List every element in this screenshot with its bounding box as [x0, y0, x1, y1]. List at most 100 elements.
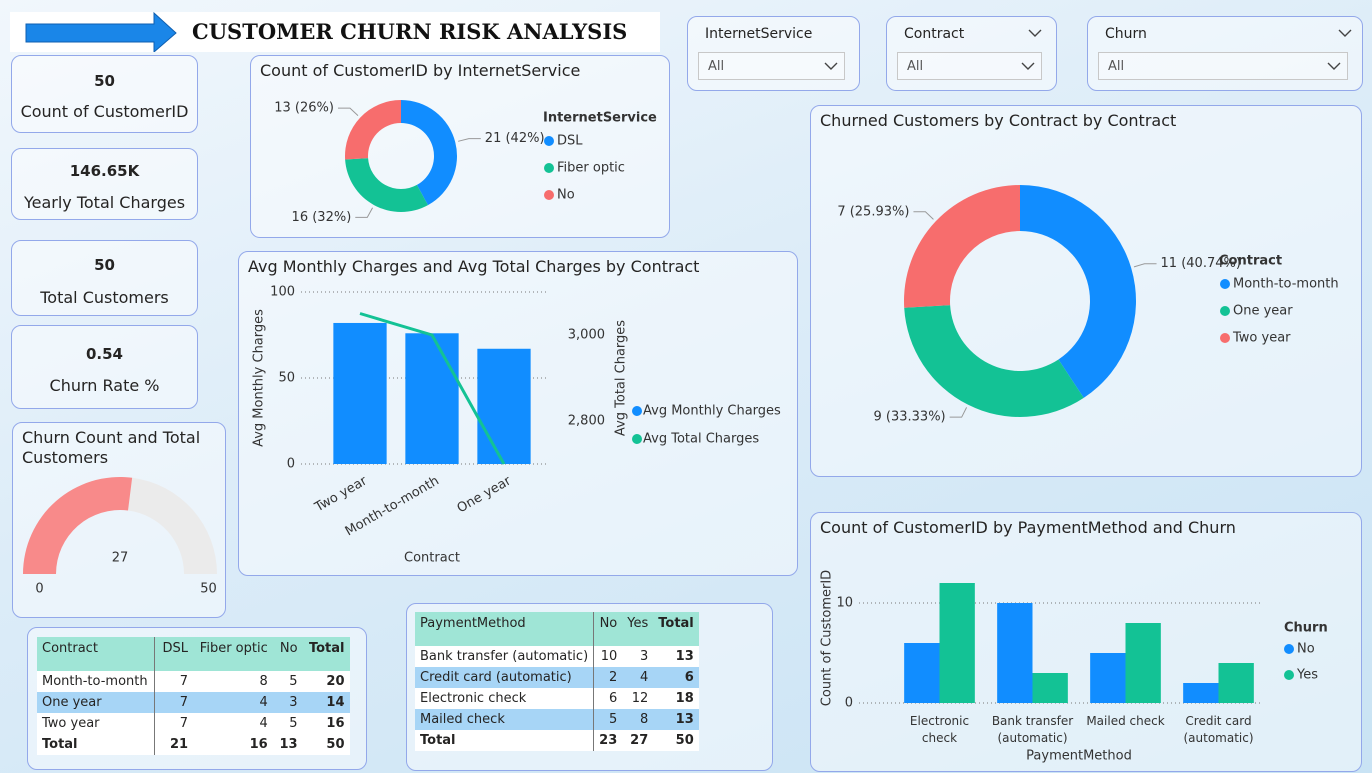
kpi-value: 50 — [94, 72, 115, 90]
line — [359, 312, 506, 465]
column-header: PaymentMethod — [415, 612, 595, 646]
table-cell: 7 — [179, 716, 189, 731]
table-cell: 5 — [289, 716, 298, 731]
legend-label: Avg Monthly Charges — [643, 404, 781, 419]
chart-title: Churned Customers by Contract by Contrac… — [820, 111, 1177, 130]
pie-slice — [1020, 185, 1136, 398]
legend-marker — [1220, 279, 1230, 289]
table-cell: 18 — [675, 691, 694, 706]
y-tick-label: 100 — [270, 285, 295, 300]
leader-line — [949, 407, 968, 418]
table-cell: 4 — [193, 692, 273, 713]
chart: 27 0 50 — [23, 477, 217, 597]
table-cell: 7 — [179, 674, 189, 689]
legend-marker — [544, 190, 554, 200]
pie-slice — [904, 185, 1020, 308]
bar — [405, 333, 459, 464]
data-label: 11 (40.74%) — [1161, 256, 1241, 271]
legend-title: Churn — [1284, 621, 1328, 636]
table-row: Bank transfer (automatic) 10 3 13 — [415, 646, 699, 667]
legend-label: Yes — [1296, 668, 1318, 683]
total-row: Total 21 16 13 50 — [37, 734, 350, 755]
table-cell: Electronic check — [415, 688, 595, 709]
leader-line — [458, 138, 481, 142]
column-header: Fiber optic — [193, 637, 273, 671]
x-axis-title: PaymentMethod — [1026, 749, 1132, 764]
table-row: Mailed check 5 8 13 — [415, 709, 699, 730]
x-tick-label: Bank transfer (automatic) — [991, 714, 1074, 745]
gauge-min: 0 — [35, 582, 43, 597]
table-cell: 23 — [599, 733, 618, 748]
kpi-card: 146.65K Yearly Total Charges — [11, 148, 198, 220]
pie-slice — [345, 158, 428, 213]
table-cell: Bank transfer (automatic) — [415, 646, 595, 667]
x-tick-label-box: Bank transfer (automatic) — [991, 714, 1074, 745]
y2-tick-label: 3,000 — [568, 328, 605, 343]
legend-marker — [544, 136, 554, 146]
table-cell: 50 — [675, 733, 694, 748]
data-label: 13 (26%) — [274, 101, 334, 116]
leader-line — [337, 107, 359, 116]
slicer[interactable]: Contract All — [886, 16, 1057, 91]
bar — [1183, 683, 1219, 703]
pie-slice — [904, 305, 1084, 418]
chevron — [824, 62, 838, 70]
leader-line — [1133, 263, 1157, 268]
column-header: Total — [653, 612, 699, 646]
chart-panel: Churn Count and Total Customers 27 0 50 — [12, 422, 226, 618]
table-cell: Month-to-month — [37, 671, 156, 692]
bar — [477, 348, 531, 464]
x-tick-label-box: Credit card (automatic) — [1183, 714, 1254, 745]
table-cell: 13 — [675, 649, 694, 664]
y-tick-label: 50 — [278, 371, 295, 386]
slicer-value: All — [1108, 59, 1125, 74]
legend-label: No — [1297, 642, 1315, 657]
chart-panel: Churned Customers by Contract by Contrac… — [810, 105, 1362, 477]
gauge-max: 50 — [200, 582, 217, 597]
chart-panel: Avg Monthly Charges and Avg Total Charge… — [238, 251, 798, 576]
column-header: Contract — [37, 637, 156, 671]
slicer-dropdown[interactable]: All — [698, 52, 845, 80]
table-cell: 27 — [630, 733, 649, 748]
table-cell: 4 — [259, 716, 268, 731]
legend-marker — [544, 163, 554, 173]
table-cell: One year — [37, 692, 156, 713]
gauge-value: 27 — [112, 551, 129, 566]
bar — [939, 583, 975, 703]
slicer-dropdown[interactable]: All — [897, 52, 1042, 80]
header: CUSTOMER CHURN RISK ANALYSIS — [10, 12, 660, 52]
chevron[interactable] — [1338, 29, 1352, 38]
y-tick-label: 0 — [287, 457, 295, 472]
slicer[interactable]: InternetService All — [687, 16, 860, 91]
kpi-value: 0.54 — [85, 345, 123, 363]
x-tick-label: Credit card (automatic) — [1183, 714, 1254, 745]
column-header: Yes — [622, 612, 654, 646]
column-header: Total — [302, 637, 350, 671]
table: Contract DSL Fiber optic No Total Month-to-mo… — [37, 637, 350, 755]
chart-title: Count of CustomerID by InternetService — [260, 61, 581, 80]
chart: 11 (40.74%) 9 (33.33%) 7 (25.93%) Contract M… — [837, 185, 1339, 425]
table-cell: 21 — [169, 737, 189, 752]
kpi-value: 146.65K — [69, 162, 140, 180]
slicer[interactable]: Churn All — [1087, 16, 1363, 91]
x-axis-title: Contract — [404, 551, 460, 566]
chart-panel: Count of CustomerID by PaymentMethod and… — [810, 512, 1362, 772]
chart-title: Churn Count and Total Customers — [22, 428, 201, 467]
slicer-label: Churn — [1105, 26, 1147, 42]
table-cell: 13 — [279, 737, 298, 752]
chevron[interactable] — [1028, 29, 1042, 38]
chart: 0 10 Electronic check Bank transfer (automa… — [820, 570, 1328, 764]
table-cell: 5 — [593, 709, 623, 730]
chart-title: Avg Monthly Charges and Avg Total Charge… — [248, 257, 700, 276]
chevron — [1327, 62, 1341, 70]
table-cell: 16 — [249, 737, 268, 752]
leader-line — [355, 207, 374, 218]
legend-marker — [1284, 644, 1294, 654]
header-row: Contract DSL Fiber optic No Total — [37, 637, 350, 671]
legend-marker — [632, 434, 642, 444]
slicer-dropdown[interactable]: All — [1098, 52, 1348, 80]
y-tick-label: 0 — [845, 696, 853, 711]
column-header: DSL — [154, 637, 194, 671]
